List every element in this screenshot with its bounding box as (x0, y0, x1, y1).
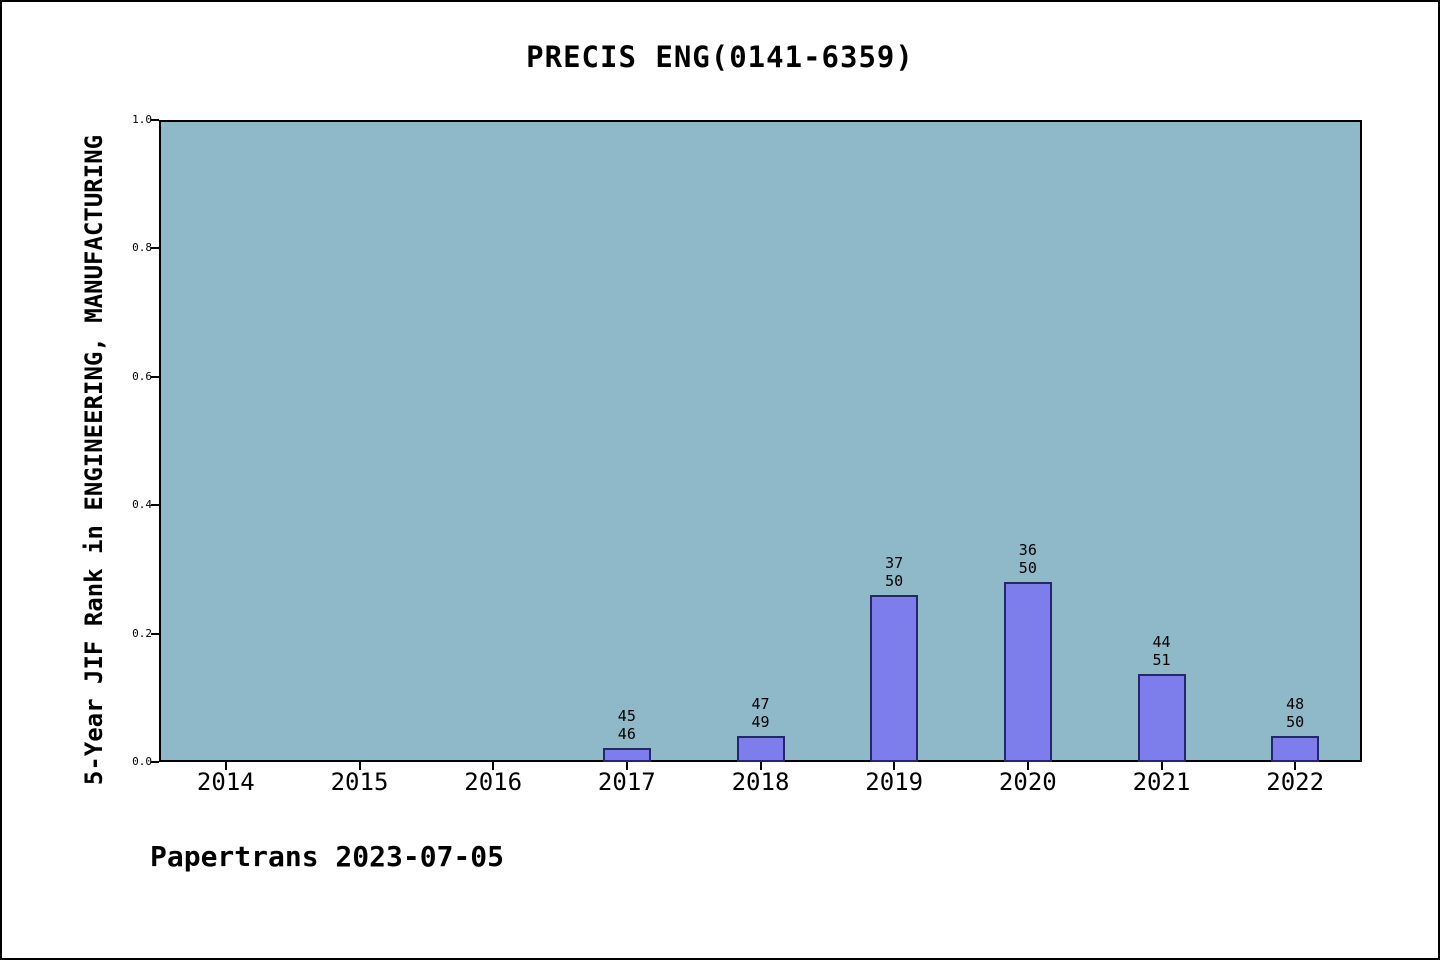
y-tick-mark (151, 504, 159, 507)
x-tick-label: 2014 (196, 768, 255, 796)
x-tick-mark (492, 762, 495, 770)
y-tick-label: 1.0 (132, 113, 152, 126)
bar-2020 (1004, 582, 1052, 762)
x-tick-mark (224, 762, 227, 770)
y-tick-label: 0.0 (132, 755, 152, 768)
x-tick-mark (759, 762, 762, 770)
x-tick-mark (1160, 762, 1163, 770)
x-tick-label: 2017 (597, 768, 656, 796)
y-tick-label: 0.4 (132, 498, 152, 512)
chart-title: PRECIS ENG(0141-6359) (526, 40, 914, 74)
x-tick-label: 2019 (865, 768, 924, 796)
y-tick-mark (151, 247, 159, 250)
y-tick-label: 0.2 (132, 626, 152, 640)
x-tick-label: 2016 (464, 768, 523, 796)
y-tick-mark (151, 119, 159, 121)
y-tick-label: 0.8 (132, 241, 152, 255)
bar-label-2022: 48 50 (1286, 695, 1305, 731)
bar-label-2018: 47 49 (751, 695, 770, 731)
x-tick-mark (1026, 762, 1029, 770)
bar-label-2017: 45 46 (617, 707, 636, 743)
x-tick-mark (1294, 762, 1297, 770)
bar-2018 (737, 736, 785, 762)
y-tick-mark (151, 375, 159, 378)
y-tick-mark (151, 761, 159, 763)
x-tick-mark (625, 762, 628, 770)
bar-label-2021: 44 51 (1152, 633, 1171, 669)
bar-2019 (870, 595, 918, 762)
x-tick-label: 2018 (731, 768, 790, 796)
bar-2017 (603, 748, 651, 762)
bar-label-2020: 36 50 (1018, 541, 1037, 577)
x-tick-label: 2021 (1132, 768, 1191, 796)
plot-area (159, 120, 1362, 762)
x-tick-label: 2015 (330, 768, 389, 796)
bar-label-2019: 37 50 (885, 554, 904, 590)
y-axis-label: 5-Year JIF Rank in ENGINEERING, MANUFACT… (80, 134, 108, 786)
bar-2021 (1138, 674, 1186, 762)
x-tick-mark (893, 762, 896, 770)
x-tick-label: 2022 (1266, 768, 1325, 796)
x-tick-mark (358, 762, 361, 770)
bar-2022 (1271, 736, 1319, 762)
y-tick-label: 0.6 (132, 369, 152, 383)
x-tick-label: 2020 (998, 768, 1057, 796)
y-tick-mark (151, 632, 159, 635)
footer-annotation: Papertrans 2023-07-05 (150, 840, 505, 873)
